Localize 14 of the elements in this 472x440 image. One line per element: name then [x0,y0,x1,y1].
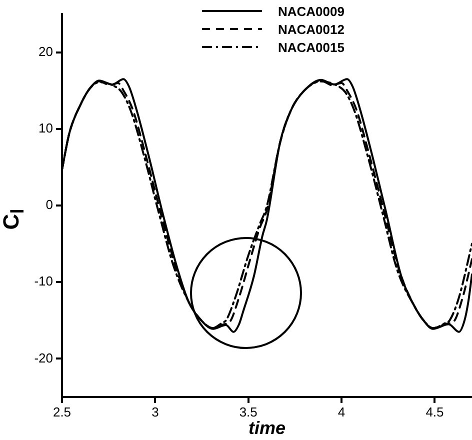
legend-label: NACA0012 [278,22,344,36]
legend-label: NACA0009 [278,4,344,18]
y-tick-label: -20 [34,350,53,366]
x-tick-label: 3 [152,404,159,420]
x-axis-title: time [248,418,286,438]
x-tick-label: 4 [338,404,346,420]
legend-label: NACA0015 [278,40,344,54]
x-tick-label: 3.5 [239,404,258,420]
y-tick-label: 20 [38,44,53,59]
x-tick-label: 4.5 [426,404,444,420]
y-tick-label: -10 [34,274,53,289]
y-tick-label: 10 [38,120,53,136]
y-tick-label: 0 [46,197,53,212]
x-tick-label: 2.5 [52,404,72,420]
